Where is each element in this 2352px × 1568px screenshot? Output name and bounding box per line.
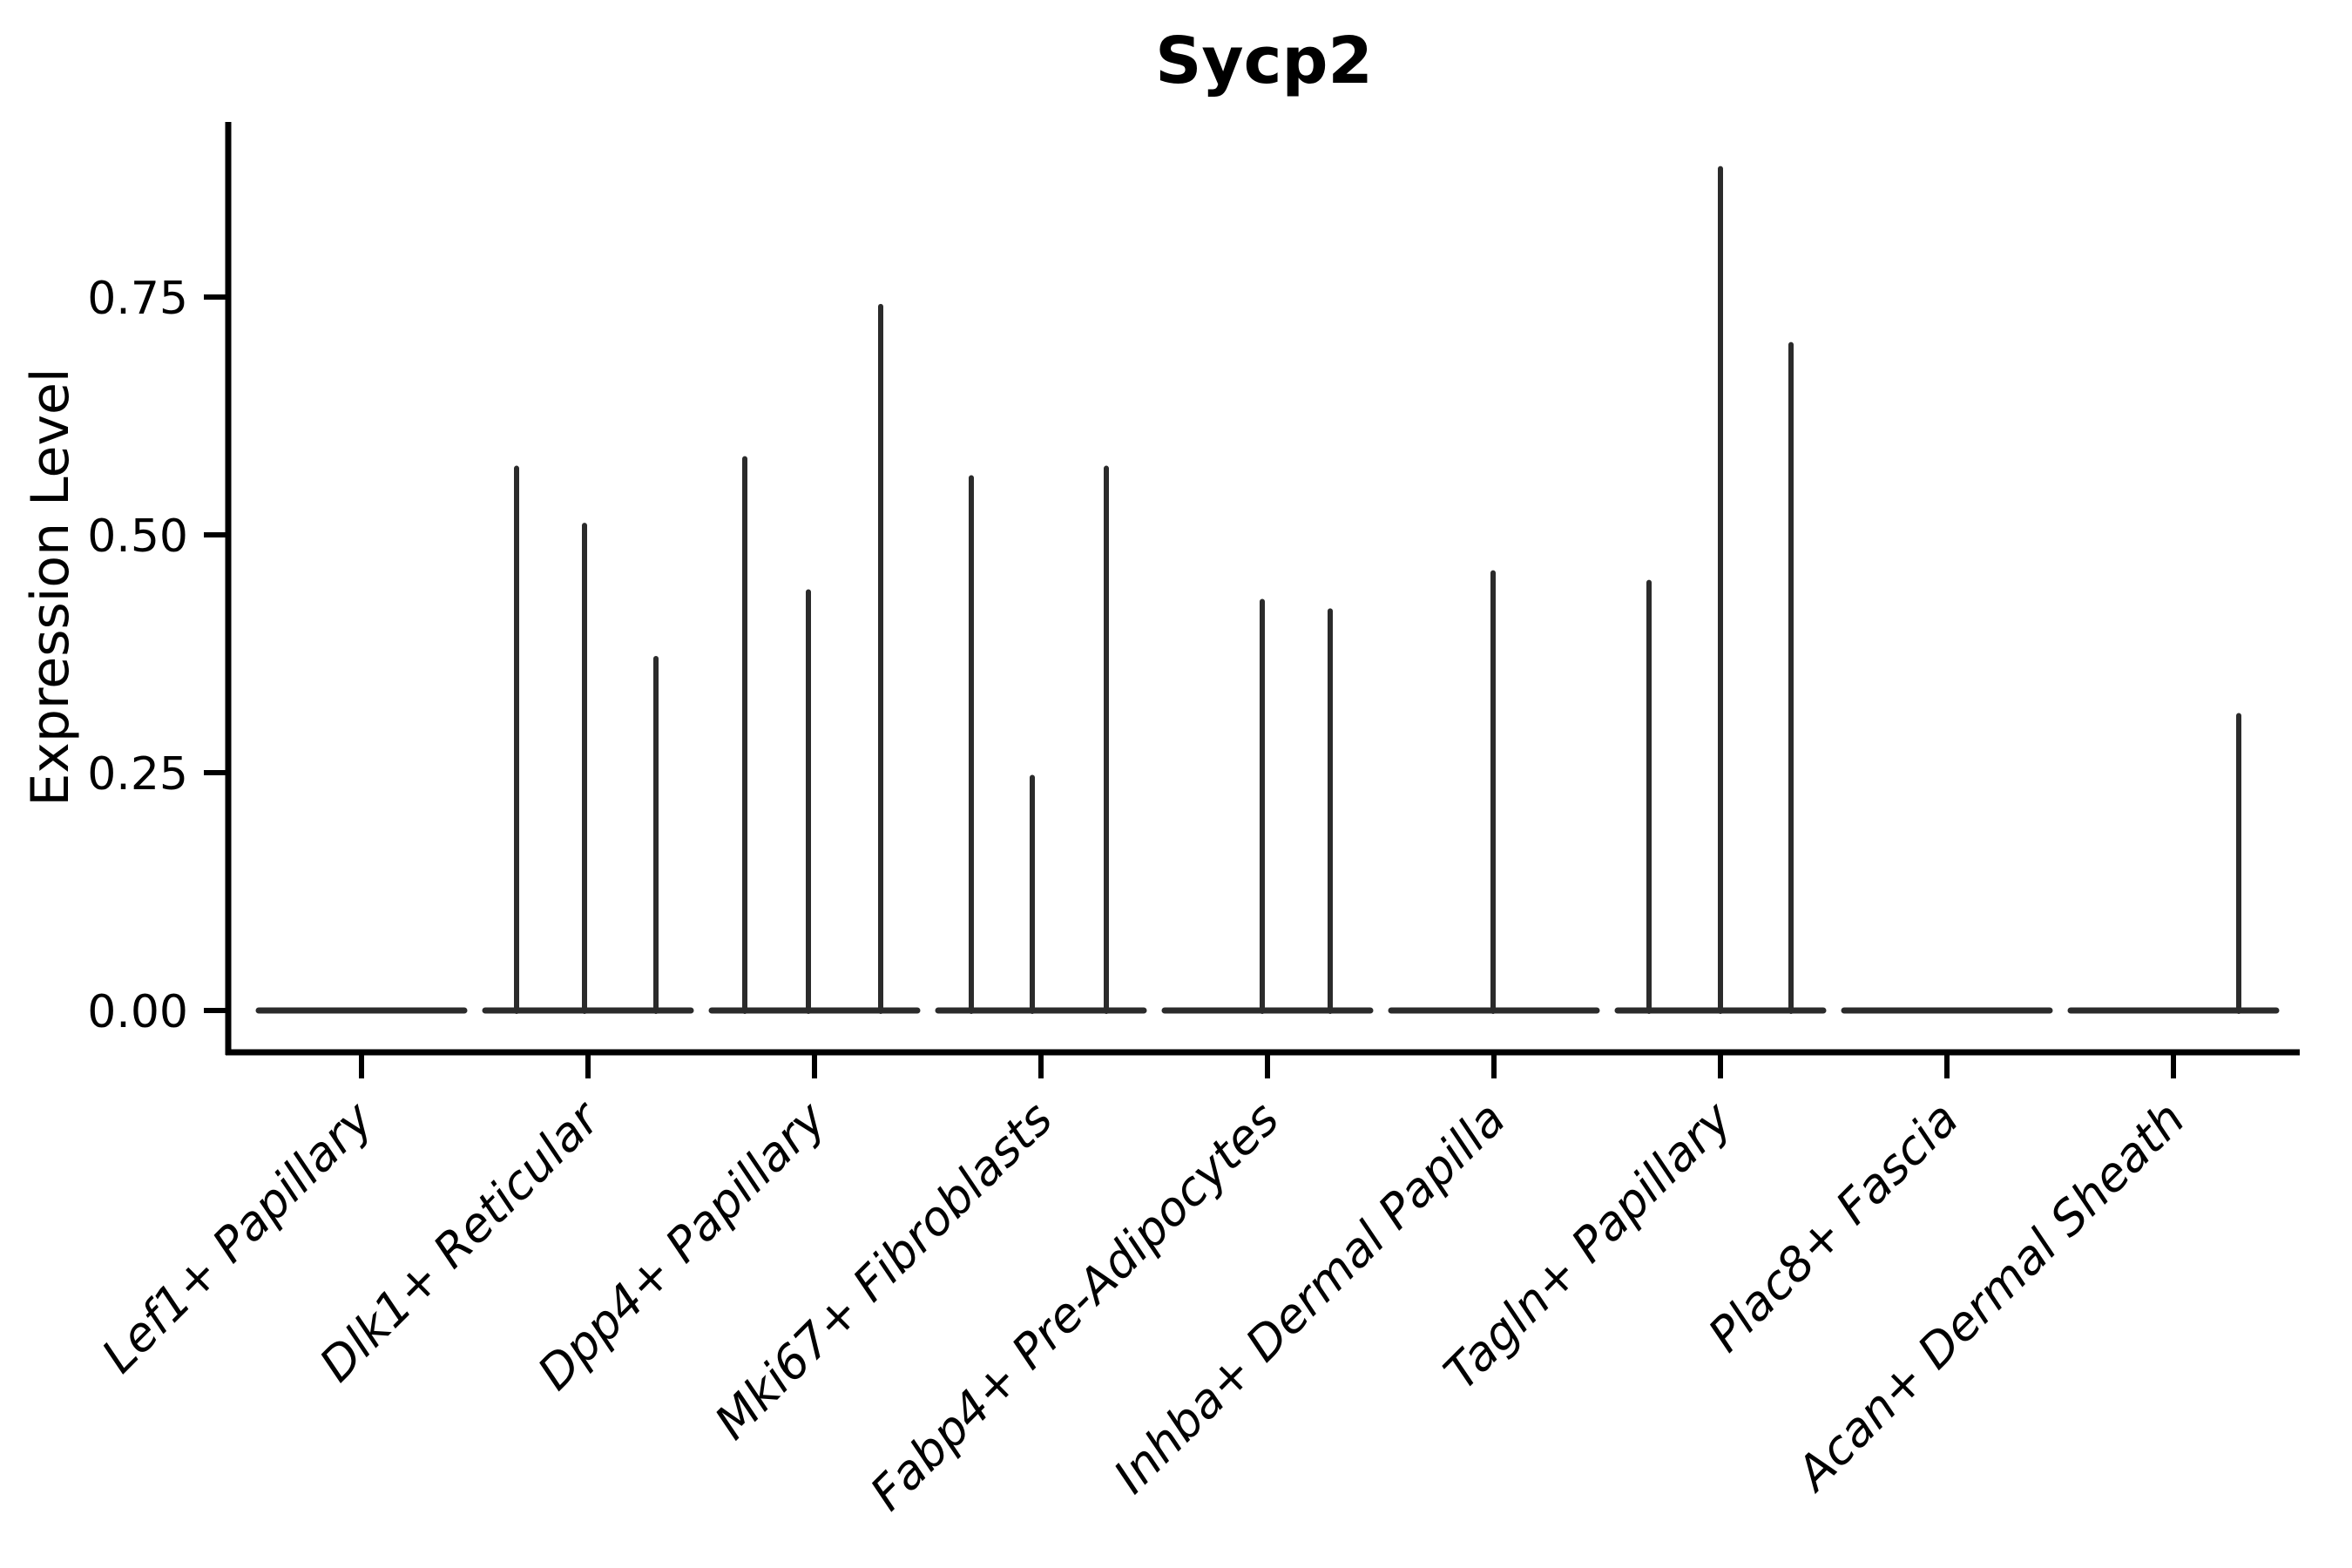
y-tick-label: 0.75: [87, 273, 188, 325]
x-category-label: Inhba+ Dermal Papilla: [1103, 1092, 1516, 1504]
y-tick-label: 0.50: [87, 510, 188, 563]
violin-tagln-papillary: [1614, 166, 1827, 1014]
y-axis-label: Expression Level: [20, 368, 81, 806]
x-category-label: Fabp4+ Pre-Adipocytes: [860, 1092, 1289, 1521]
violin-layer: [255, 166, 2280, 1014]
y-tick-label: 0.25: [87, 748, 188, 801]
violin-fabp4-pre-adipocytes: [1161, 598, 1374, 1014]
chart-title: Sycp2: [1155, 24, 1373, 98]
violin-acan-dermal-sheath: [2067, 713, 2280, 1014]
violin-inhba-dermal-papilla: [1388, 570, 1600, 1014]
violin-dpp4-papillary: [708, 303, 921, 1014]
x-category-label: Acan+ Dermal Sheath: [1784, 1092, 2195, 1503]
violin-mki67-fibroblasts: [935, 465, 1147, 1014]
y-tick-label: 0.00: [87, 986, 188, 1038]
violin-dlk1-reticular: [482, 465, 694, 1014]
